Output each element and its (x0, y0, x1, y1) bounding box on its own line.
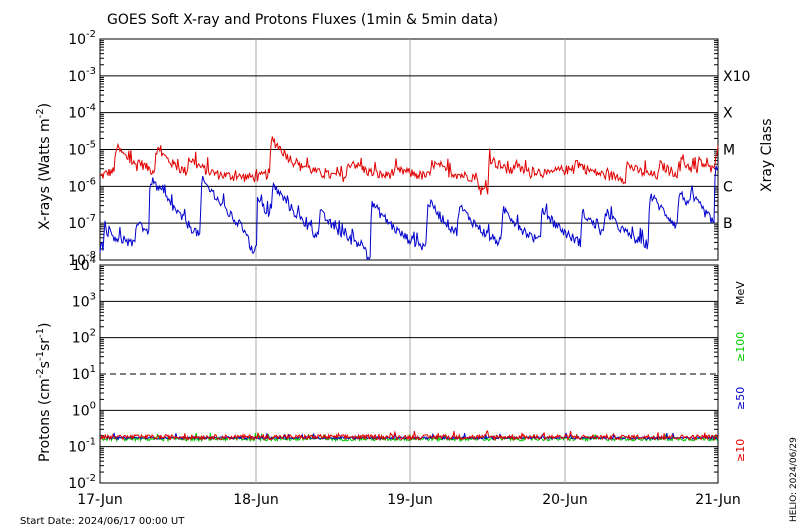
start-date-label: Start Date: 2024/06/17 00:00 UT (20, 516, 185, 527)
ytick-label-2: 10-4 (68, 103, 96, 122)
ytick-label-1: 10-3 (68, 66, 96, 85)
ytick-label-3: 101 (72, 364, 96, 383)
xtick-label-19jun: 19-Jun (387, 492, 433, 508)
energy-label-100mev: ≥100 (734, 332, 747, 362)
xtick-label-18jun: 18-Jun (233, 492, 279, 508)
ytick-label-5: 10-7 (68, 213, 96, 232)
xray-panel: 10-2 10-3 10-4 10-5 10-6 10-7 10-8 X10 X M C B X-r… (35, 29, 775, 269)
ytick-label-4: 10-6 (68, 176, 96, 195)
xray-class-x: X (723, 106, 733, 122)
xray-class-c: C (723, 179, 733, 195)
xtick-label-20jun: 20-Jun (542, 492, 588, 508)
xtick-label-17jun: 17-Jun (77, 492, 123, 508)
energy-label-10mev: ≥10 (734, 439, 747, 462)
ytick-label-5: 10-1 (68, 437, 96, 456)
proton-ytick-labels: 104 103 102 101 100 10-1 10-2 (68, 255, 96, 492)
xray-long-channel-line (99, 136, 719, 195)
ytick-label-3: 10-5 (68, 140, 96, 159)
helio-date-label: HELIO: 2024/06/29 (789, 437, 799, 522)
ytick-label-0: 10-2 (68, 29, 96, 48)
ytick-label-1: 103 (72, 291, 96, 310)
ytick-label-6: 10-2 (68, 473, 96, 492)
xray-ytick-labels: 10-2 10-3 10-4 10-5 10-6 10-7 10-8 (68, 29, 96, 269)
chart-title: GOES Soft X-ray and Protons Fluxes (1min… (107, 12, 498, 28)
xtick-label-21jun: 21-Jun (695, 492, 741, 508)
xray-class-labels: X10 X M C B (723, 69, 750, 232)
xray-ylabel: X-rays (Watts m-2) (35, 103, 53, 230)
x-axis: 17-Jun 18-Jun 19-Jun 20-Jun 21-Jun (77, 492, 741, 508)
proton-decade-gridlines (100, 266, 718, 473)
xray-class-axis-label: Xray Class (759, 119, 775, 193)
xray-class-m: M (723, 143, 735, 159)
xray-short-channel-line (99, 165, 719, 261)
ytick-label-2: 102 (72, 328, 96, 347)
proton-panel: 104 103 102 101 100 10-1 10-2 Protons (cm-2s-1… (35, 255, 747, 492)
ytick-label-4: 100 (72, 400, 96, 419)
energy-label-50mev: ≥50 (734, 387, 747, 410)
proton-ylabel: Protons (cm-2s-1sr-1) (35, 323, 53, 462)
proton-unit-label: MeV (734, 281, 747, 305)
xray-class-x10: X10 (723, 69, 750, 85)
xray-class-b: B (723, 216, 733, 232)
proton-10mev-line (99, 430, 719, 442)
ytick-label-0: 104 (72, 255, 96, 274)
ytick-label-6: 10-8 (68, 250, 96, 269)
xray-decade-gridlines (100, 40, 718, 250)
